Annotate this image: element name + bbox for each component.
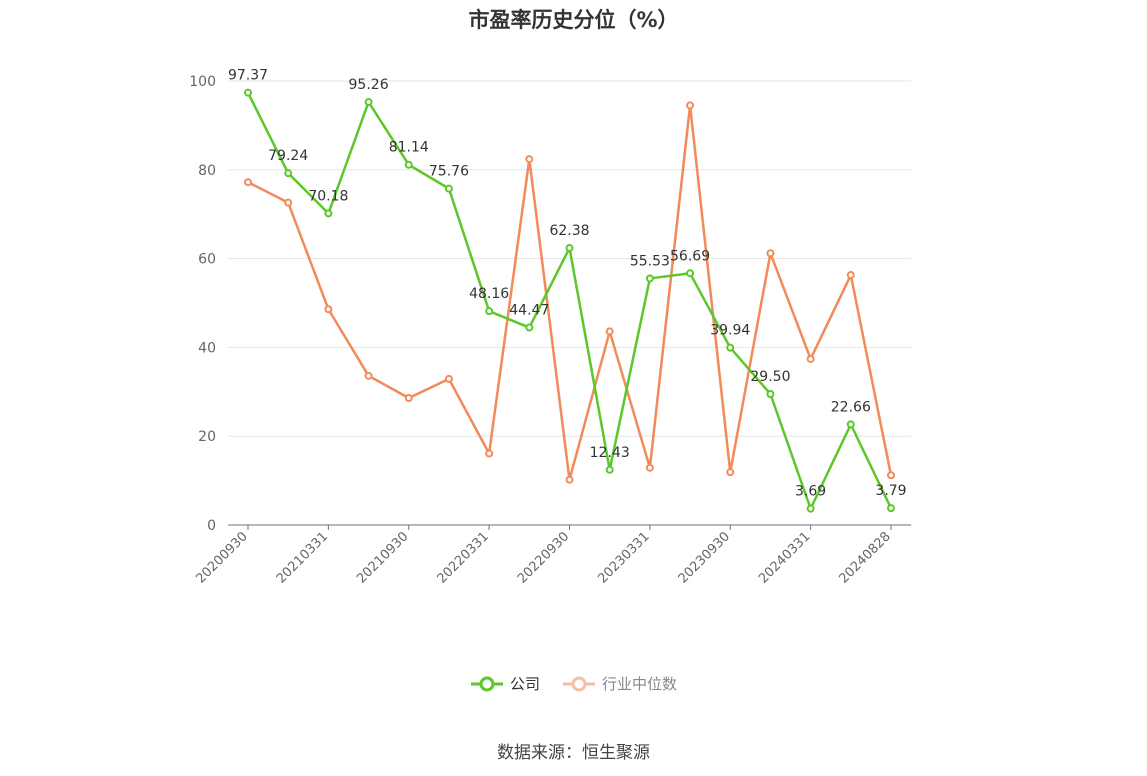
x-tick-label: 20220331 [435, 529, 492, 586]
industry-median-data-point [565, 475, 574, 484]
x-tick-label: 20210331 [274, 529, 331, 586]
company-data-point [766, 390, 775, 399]
industry-median-data-point [244, 178, 252, 187]
company-data-point [887, 504, 895, 513]
company-data-point [444, 184, 453, 193]
company-data-label: 12.43 [590, 445, 630, 461]
company-data-point [565, 244, 574, 253]
company-data-label: 3.79 [875, 483, 906, 499]
industry-median-data-point [444, 374, 453, 383]
company-data-point [244, 88, 252, 97]
industry-median-data-point [404, 394, 413, 403]
industry-median-data-point [686, 101, 695, 110]
company-data-label: 70.18 [308, 188, 348, 204]
grid-lines [228, 80, 911, 437]
company-data-label: 62.38 [549, 223, 589, 239]
company-data-label: 95.26 [349, 77, 389, 93]
y-tick-label: 80 [198, 163, 216, 179]
industry-median-series-line [247, 104, 893, 481]
industry-median-data-point [846, 271, 855, 280]
company-data-label: 48.16 [469, 286, 509, 302]
legend-company-line-icon [470, 676, 503, 691]
company-data-label: 81.14 [389, 140, 429, 156]
company-data-point [404, 160, 413, 169]
legend: 公司 行业中位数 [0, 673, 1147, 694]
company-data-label: 44.47 [509, 303, 549, 319]
x-tick-label: 20220930 [515, 529, 572, 586]
industry-median-data-point [605, 327, 614, 336]
industry-median-data-point [766, 249, 775, 258]
industry-median-data-point [485, 449, 494, 458]
x-tick-label: 20230930 [676, 529, 733, 586]
company-data-label: 56.69 [670, 248, 710, 264]
company-data-point [525, 323, 534, 332]
industry-median-data-point [324, 305, 333, 314]
company-data-label: 29.50 [750, 369, 790, 385]
industry-median-data-point [887, 471, 895, 480]
company-data-point [284, 169, 293, 178]
chart-title: 市盈率历史分位（%） [468, 8, 679, 32]
company-data-point [686, 269, 695, 278]
data-source-note: 数据来源：恒生聚源 [497, 743, 650, 763]
industry-median-data-point [645, 463, 654, 472]
y-tick-label: 100 [189, 74, 216, 90]
x-tick-label: 20230331 [595, 529, 652, 586]
x-tick-label: 20240828 [836, 529, 893, 586]
y-tick-label: 60 [198, 252, 216, 268]
company-data-label: 97.37 [228, 68, 268, 84]
legend-industry-line-icon [563, 676, 595, 691]
company-data-label: 79.24 [268, 148, 308, 164]
company-series-line [246, 92, 893, 510]
company-data-label: 55.53 [630, 253, 670, 269]
y-tick-label: 20 [198, 429, 216, 445]
company-data-point [485, 307, 494, 316]
industry-median-data-point [364, 371, 373, 380]
legend-company-label: 公司 [509, 675, 540, 693]
x-tick-label: 20210930 [354, 529, 411, 586]
series-lines [244, 88, 895, 513]
industry-median-data-point [806, 354, 815, 363]
company-data-point [726, 343, 735, 352]
legend-item-industry-median[interactable]: 行业中位数 [562, 673, 677, 694]
legend-industry-median-label: 行业中位数 [602, 675, 678, 693]
company-data-point [605, 465, 614, 474]
company-data-label: 3.69 [795, 484, 826, 500]
company-data-point [846, 420, 855, 429]
company-data-point [806, 504, 815, 513]
x-tick-label: 20240331 [756, 529, 813, 586]
x-tick-label: 20200930 [193, 529, 250, 586]
company-data-point [364, 98, 373, 107]
company-data-label: 22.66 [831, 399, 871, 415]
company-data-point [324, 209, 333, 218]
company-data-label: 39.94 [710, 323, 750, 339]
industry-median-data-point [284, 198, 293, 207]
y-tick-label: 40 [198, 340, 216, 356]
y-tick-label: 0 [207, 518, 216, 534]
company-data-label: 75.76 [429, 164, 469, 180]
legend-item-company[interactable]: 公司 [470, 673, 540, 694]
company-data-point [645, 274, 654, 283]
industry-median-data-point [726, 468, 735, 477]
industry-median-data-point [525, 155, 534, 164]
